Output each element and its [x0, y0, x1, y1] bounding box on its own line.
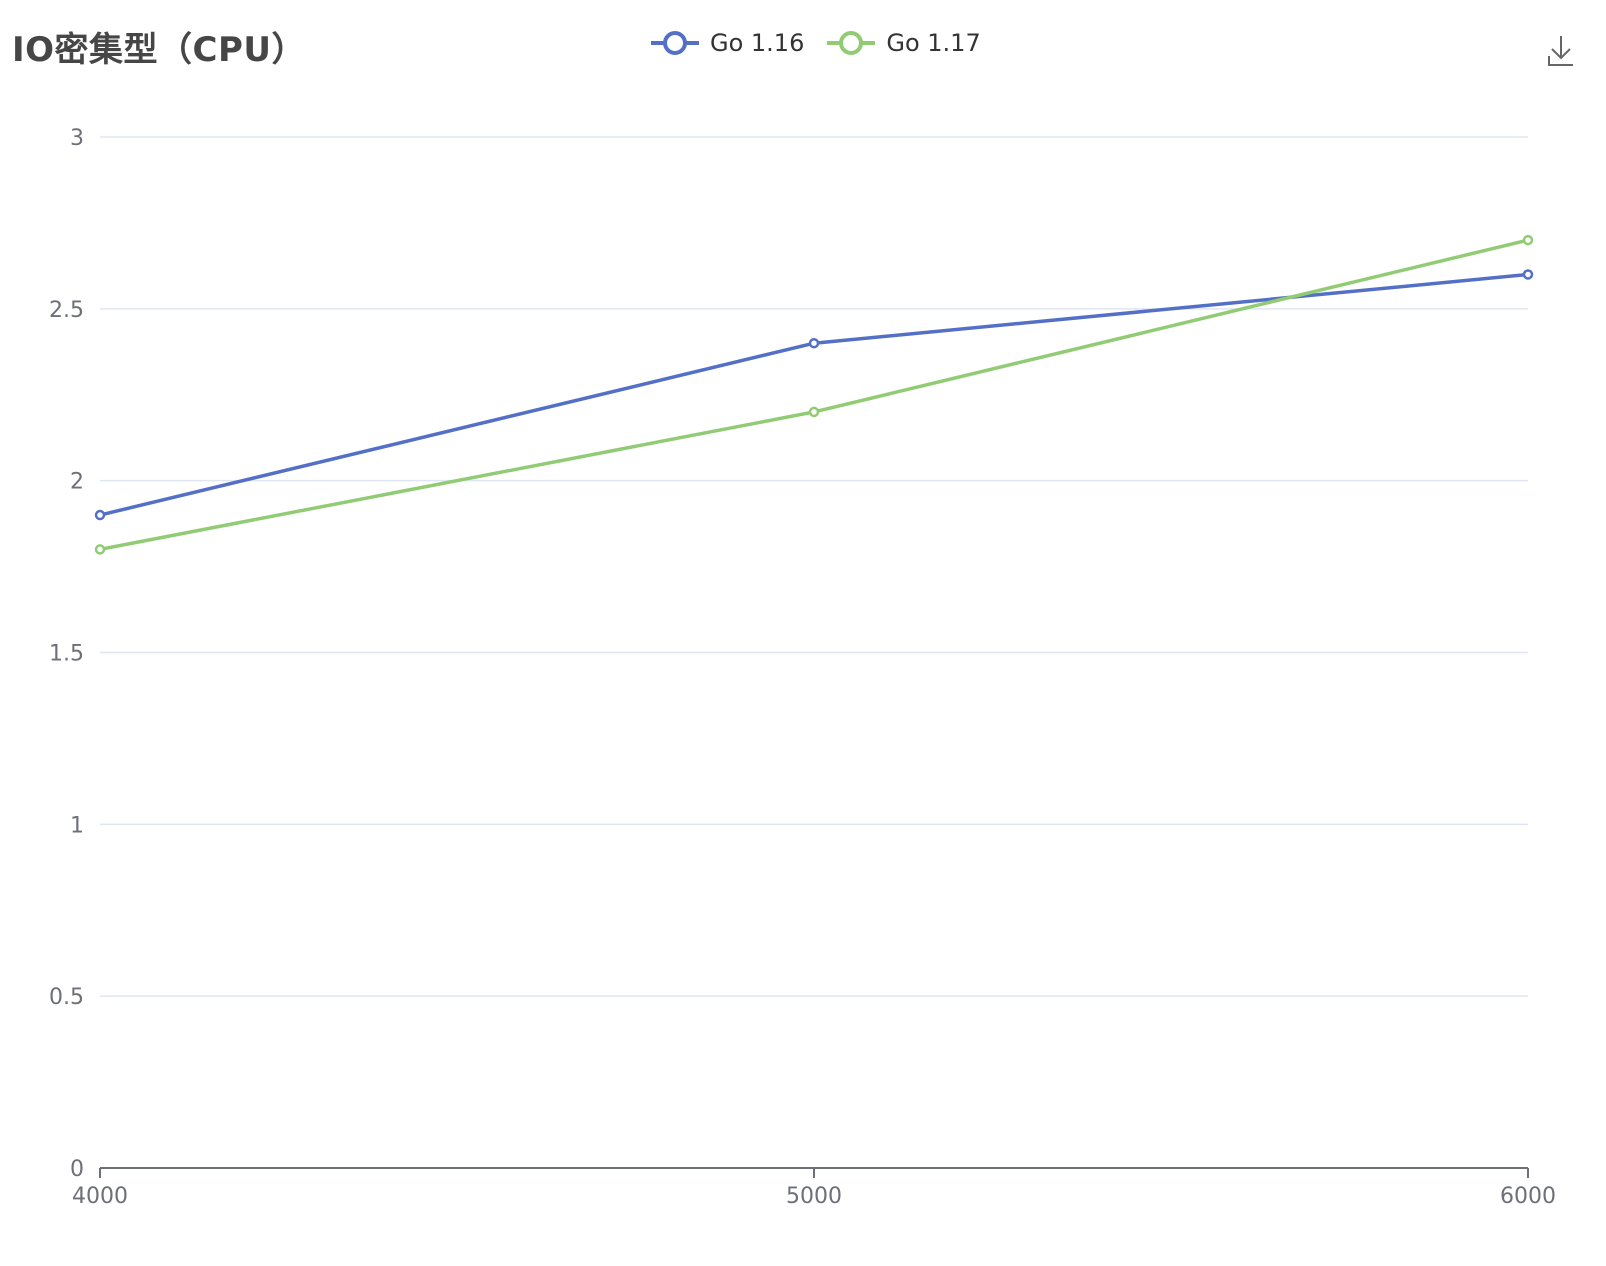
y-tick-label: 3 [70, 126, 84, 151]
download-button[interactable] [1546, 34, 1576, 68]
data-point [1522, 234, 1534, 246]
y-tick-label: 2 [70, 470, 84, 495]
x-tick-label: 6000 [1500, 1184, 1556, 1209]
download-icon [1548, 36, 1573, 66]
y-tick-label: 0.5 [49, 985, 84, 1010]
data-point [808, 337, 820, 349]
series-line-1 [99, 272, 1529, 517]
data-point [94, 544, 106, 555]
chart-title: IO密集型（CPU） [12, 30, 307, 70]
legend: Go 1.16 Go 1.17 [650, 26, 981, 60]
legend-item-1[interactable]: Go 1.16 [650, 28, 804, 58]
x-tick-label: 4000 [72, 1184, 128, 1209]
y-tick-label: 2.5 [49, 298, 84, 323]
x-tick-label: 5000 [786, 1184, 842, 1209]
series-line-2 [99, 238, 1529, 552]
data-point [94, 509, 106, 521]
legend-label: Go 1.16 [710, 29, 805, 57]
y-tick-label: 1.5 [49, 642, 84, 667]
legend-label: Go 1.17 [886, 29, 981, 57]
data-point [1522, 269, 1534, 280]
y-tick-label: 1 [70, 813, 84, 838]
legend-item-2[interactable]: Go 1.17 [826, 28, 981, 58]
legend-line-circle-icon [827, 31, 876, 55]
y-tick-label: 0 [70, 1157, 84, 1182]
legend-line-circle-icon [651, 31, 699, 55]
data-point [808, 406, 820, 418]
